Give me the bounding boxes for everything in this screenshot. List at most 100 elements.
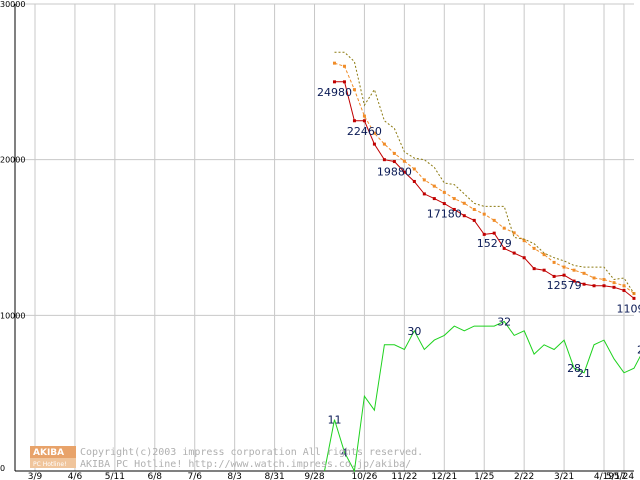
min-price-point: [472, 218, 476, 222]
min-price-point: [562, 273, 566, 277]
data-label: 32: [497, 315, 511, 328]
x-tick-label: 3/9: [28, 472, 43, 480]
min-price-point: [412, 179, 416, 183]
akiba-logo-subtext: PC Hotline!: [33, 461, 66, 468]
min-price-point: [442, 202, 446, 206]
min-price-point: [542, 268, 546, 272]
min-price-point: [622, 288, 626, 292]
avg-price-point: [422, 178, 426, 182]
x-tick-label: 8/31: [264, 472, 284, 480]
avg-price-point: [382, 142, 386, 146]
min-price-point: [352, 119, 356, 123]
min-price-point: [482, 232, 486, 236]
data-label: 17180: [427, 208, 462, 221]
y-tick-label: 10000: [0, 311, 25, 320]
data-label: 21: [577, 367, 591, 380]
avg-price-point: [602, 278, 606, 282]
x-tick-label: 5/11: [105, 472, 125, 480]
avg-price-point: [632, 292, 636, 296]
avg-price-point: [592, 276, 596, 280]
min-price-point: [392, 160, 396, 164]
data-label: 4: [341, 446, 348, 459]
min-price-point: [522, 256, 526, 260]
min-price-point: [362, 119, 366, 123]
shop-count-line: [324, 320, 640, 473]
avg-price-point: [392, 151, 396, 155]
min-price-point: [462, 214, 466, 218]
min-price-point: [452, 207, 456, 211]
avg-price-point: [582, 271, 586, 275]
axes: [14, 4, 634, 472]
data-label: 24980: [317, 86, 352, 99]
data-label: 11090: [616, 302, 640, 315]
avg-price-point: [342, 64, 346, 68]
min-price-point: [552, 274, 556, 278]
x-tick-label: 12/21: [431, 472, 457, 480]
min-price-point: [512, 251, 516, 255]
site-url-line: AKIBA PC Hotline! http://www.watch.impre…: [80, 459, 411, 470]
avg-price-point: [452, 197, 456, 201]
avg-price-point: [372, 131, 376, 135]
data-labels: 24980 22460 19880 17180 15279 12579 11090 11 4 30…: [317, 86, 640, 459]
x-tick-label: 7/6: [187, 472, 202, 480]
avg-price-point: [532, 246, 536, 250]
grid-lines: [15, 3, 634, 472]
avg-price-point: [522, 239, 526, 243]
akiba-logo-box: [30, 446, 76, 458]
x-tick-label: 4/6: [68, 472, 83, 480]
avg-price-point: [572, 268, 576, 272]
x-tick-label: 5/24: [614, 472, 634, 480]
x-tick-label: 11/22: [391, 472, 417, 480]
x-tick-label: 1/25: [474, 472, 494, 480]
avg-price-point: [412, 167, 416, 171]
data-label: 26: [637, 343, 640, 356]
avg-price-point: [442, 190, 446, 194]
avg-price-point: [622, 284, 626, 288]
x-tick-label: 4/19: [594, 472, 614, 480]
avg-price-point: [352, 88, 356, 92]
min-price-point: [572, 279, 576, 283]
x-tick-label: 6/8: [148, 472, 163, 480]
x-tick-label: 9/28: [304, 472, 324, 480]
avg-price-point: [362, 114, 366, 118]
avg-price-point: [562, 265, 566, 269]
min-price-point: [372, 142, 376, 146]
akiba-logo-box-lower: [30, 458, 76, 468]
data-label: 11: [327, 414, 341, 427]
series-lines: [324, 51, 640, 473]
avg-price-point: [472, 207, 476, 211]
min-price-point: [382, 158, 386, 162]
avg-price-point: [552, 260, 556, 264]
copyright-watermark: AKIBA PC Hotline! Copyright(c)2003 impre…: [30, 446, 423, 470]
x-tick-label: 2/22: [514, 472, 534, 480]
data-label: 19880: [377, 166, 412, 179]
min-price-point: [502, 246, 506, 250]
max-price-line: [334, 51, 635, 294]
avg-price-point: [542, 253, 546, 257]
avg-price-point: [482, 212, 486, 216]
x-tick-label: 5/17: [606, 472, 626, 480]
min-price-point: [422, 192, 426, 196]
data-label: 28: [567, 362, 581, 375]
y-tick-label: 30000: [0, 0, 25, 9]
avg-price-point: [462, 201, 466, 205]
min-price-point: [532, 267, 536, 271]
min-price-point: [582, 282, 586, 286]
data-label: 22460: [347, 125, 382, 138]
min-price-point: [402, 170, 406, 174]
min-price-point: [492, 231, 496, 235]
min-price-point: [612, 285, 616, 289]
avg-price-point: [492, 218, 496, 222]
min-price-point: [432, 197, 436, 201]
data-label: 15279: [477, 237, 512, 250]
x-tick-label: 8/3: [227, 472, 241, 480]
avg-price-point: [402, 159, 406, 163]
min-price-point: [632, 296, 636, 300]
min-price-point: [342, 80, 346, 84]
min-price-point: [592, 284, 596, 288]
y-tick-label: 20000: [0, 156, 25, 165]
data-label: 30: [407, 325, 421, 338]
avg-price-point: [512, 231, 516, 235]
